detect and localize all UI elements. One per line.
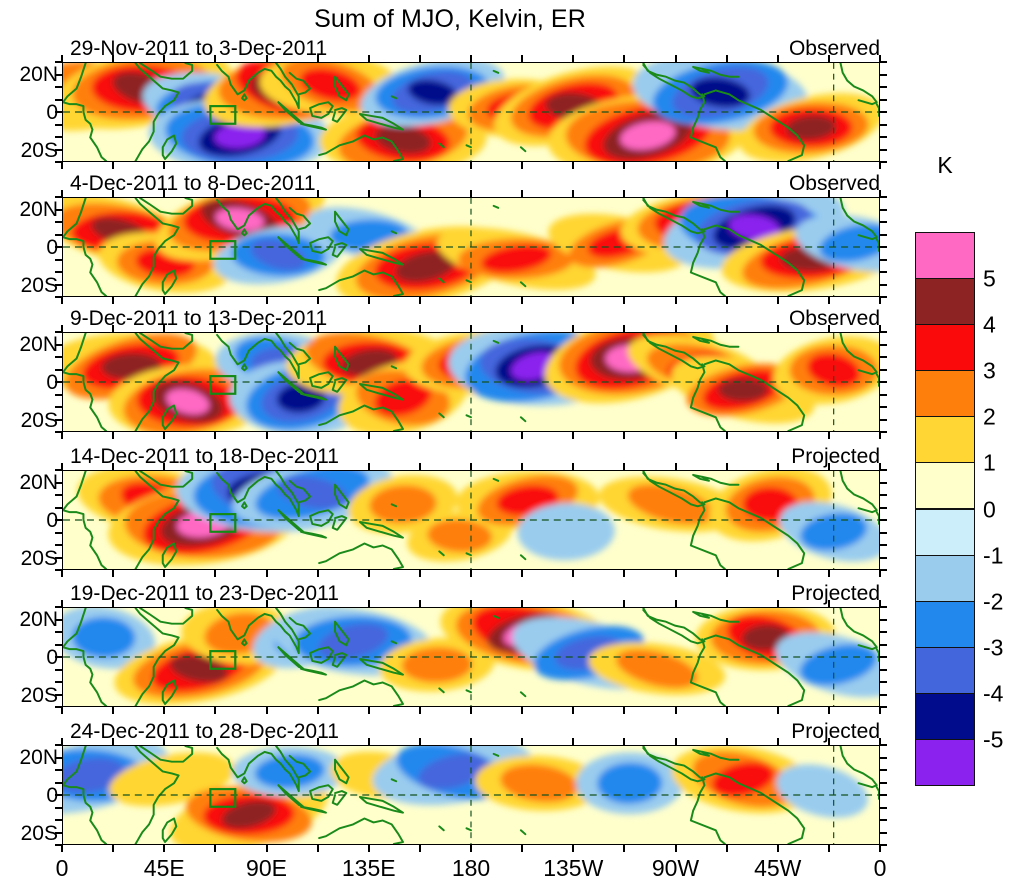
study-region-box bbox=[209, 788, 237, 808]
panel-field bbox=[63, 333, 879, 431]
colorbar-band bbox=[915, 554, 975, 602]
map-panel[interactable] bbox=[62, 745, 880, 845]
colorbar-band bbox=[915, 600, 975, 648]
panel-date-range: 29-Nov-2011 to 3-Dec-2011 bbox=[70, 37, 328, 60]
panel-status-label: Observed bbox=[788, 307, 880, 330]
coastlines bbox=[63, 608, 879, 706]
x-axis-tick-label: 0 bbox=[55, 855, 69, 881]
colorbar: 5 4 3 2 1 0 -1 -2 -3 -4 -5 bbox=[915, 232, 1003, 786]
panel-field bbox=[63, 746, 879, 844]
colorbar-band bbox=[915, 324, 975, 372]
colorbar-unit-label: K bbox=[937, 152, 953, 178]
panel-status-label: Observed bbox=[788, 37, 880, 60]
colorbar-tick-label: 3 bbox=[983, 357, 996, 384]
colorbar-tick-label: 1 bbox=[983, 449, 996, 476]
coastlines bbox=[63, 333, 879, 431]
colorbar-tick-label: -2 bbox=[983, 588, 1004, 615]
y-axis-tick-label: 20S bbox=[20, 409, 58, 432]
y-axis-tick-label: 0 bbox=[46, 101, 58, 124]
colorbar-band bbox=[915, 278, 975, 326]
colorbar-tick-label: -5 bbox=[983, 726, 1004, 753]
panel-date-range: 9-Dec-2011 to 13-Dec-2011 bbox=[70, 307, 328, 330]
map-panel[interactable] bbox=[62, 470, 880, 570]
colorbar-tick-label: -4 bbox=[983, 680, 1004, 707]
map-panel[interactable] bbox=[62, 332, 880, 432]
x-axis-tick-label: 0 bbox=[873, 855, 887, 881]
y-axis-tick-label: 20S bbox=[20, 139, 58, 162]
panel-date-range: 24-Dec-2011 to 28-Dec-2011 bbox=[70, 720, 339, 743]
y-axis-tick-label: 20N bbox=[19, 471, 58, 494]
coastlines bbox=[63, 471, 879, 569]
x-axis-tick-label: 90W bbox=[651, 855, 700, 881]
y-axis-tick-label: 20S bbox=[20, 547, 58, 570]
x-axis-tick-label: 135W bbox=[543, 855, 604, 881]
study-region-box bbox=[209, 513, 237, 533]
panel-field bbox=[63, 471, 879, 569]
study-region-box bbox=[209, 240, 237, 260]
panel-date-range: 14-Dec-2011 to 18-Dec-2011 bbox=[70, 445, 339, 468]
colorbar-band bbox=[915, 462, 975, 510]
y-axis-tick-label: 0 bbox=[46, 784, 58, 807]
map-panel[interactable] bbox=[62, 607, 880, 707]
colorbar-band bbox=[915, 646, 975, 694]
colorbar-tick-label: -1 bbox=[983, 542, 1004, 569]
y-axis-tick-label: 20S bbox=[20, 684, 58, 707]
colorbar-tick-label: 4 bbox=[983, 311, 996, 338]
y-axis-tick-label: 0 bbox=[46, 509, 58, 532]
panel-status-label: Observed bbox=[788, 172, 880, 195]
y-axis-tick-label: 20N bbox=[19, 198, 58, 221]
colorbar-band bbox=[915, 416, 975, 464]
colorbar-band bbox=[915, 692, 975, 740]
panel-field bbox=[63, 198, 879, 296]
contour-bands bbox=[63, 746, 869, 844]
y-axis-tick-label: 20S bbox=[20, 822, 58, 845]
panel-field bbox=[63, 63, 879, 161]
colorbar-tick-label: 0 bbox=[983, 496, 996, 522]
y-axis-tick-label: 20N bbox=[19, 746, 58, 769]
y-axis-tick-label: 20S bbox=[20, 274, 58, 297]
map-panel[interactable] bbox=[62, 62, 880, 162]
contour-bands bbox=[63, 198, 879, 296]
y-axis-tick-label: 20N bbox=[19, 608, 58, 631]
colorbar-tick-label: 2 bbox=[983, 403, 996, 430]
y-axis-tick-label: 0 bbox=[46, 646, 58, 669]
study-region-box bbox=[209, 105, 237, 125]
x-axis-tick-label: 90E bbox=[246, 855, 287, 881]
study-region-box bbox=[209, 375, 237, 395]
colorbar-band bbox=[915, 738, 975, 786]
panel-field bbox=[63, 608, 879, 706]
x-axis-tick-label: 45W bbox=[754, 855, 802, 881]
y-axis-tick-label: 20N bbox=[19, 333, 58, 356]
panel-status-label: Projected bbox=[791, 720, 880, 743]
panel-status-label: Projected bbox=[791, 445, 880, 468]
page-title: Sum of MJO, Kelvin, ER bbox=[314, 5, 586, 33]
colorbar-tick-label: 5 bbox=[983, 265, 996, 292]
x-axis-labels: 0 45E 90E 135E 180 135W 90W 45W 0 bbox=[0, 857, 900, 887]
x-axis-tick-label: 135E bbox=[341, 855, 396, 881]
y-axis-tick-label: 20N bbox=[19, 63, 58, 86]
x-axis-tick-label: 45E bbox=[143, 855, 185, 881]
colorbar-tick-label: -3 bbox=[983, 634, 1004, 661]
coastlines bbox=[63, 63, 879, 161]
y-axis-tick-label: 0 bbox=[46, 236, 58, 259]
colorbar-band bbox=[915, 232, 975, 280]
map-panel[interactable] bbox=[62, 197, 880, 297]
coastlines bbox=[63, 746, 879, 844]
study-region-box bbox=[209, 650, 237, 670]
panel-date-range: 4-Dec-2011 to 8-Dec-2011 bbox=[70, 172, 316, 195]
x-axis-tick-label: 180 bbox=[451, 855, 491, 881]
coastlines bbox=[63, 198, 879, 296]
panel-status-label: Projected bbox=[791, 582, 880, 605]
y-axis-tick-label: 0 bbox=[46, 371, 58, 394]
colorbar-band bbox=[915, 508, 975, 556]
colorbar-band bbox=[915, 370, 975, 418]
panel-date-range: 19-Dec-2011 to 23-Dec-2011 bbox=[70, 582, 339, 605]
